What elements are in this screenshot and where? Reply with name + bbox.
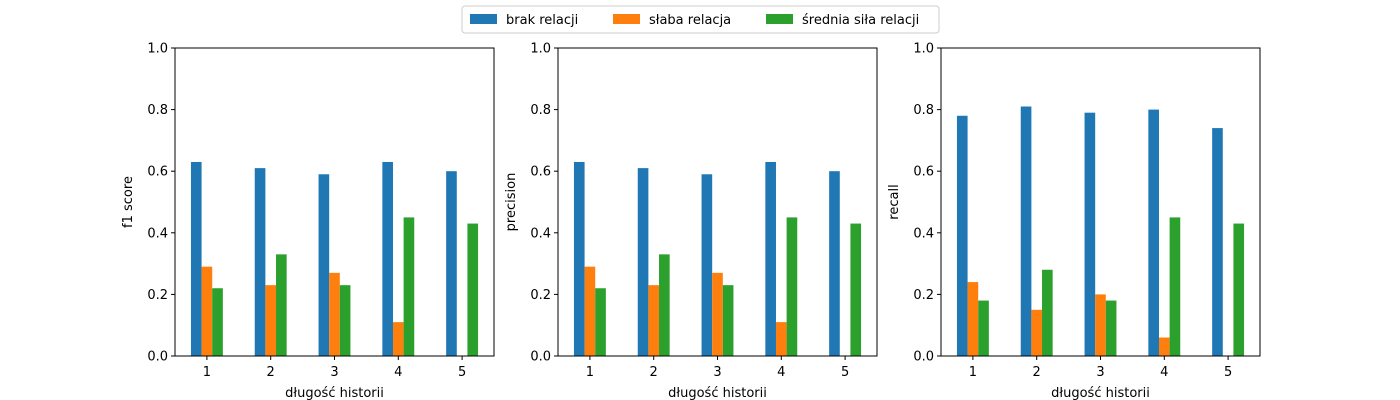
bar-słaba-relacja-3	[329, 272, 340, 356]
bar-brak-relacji-1	[956, 115, 968, 356]
x-tick-label: 4	[777, 365, 785, 380]
x-tick-label: 3	[1096, 365, 1104, 380]
legend-label: słaba relacja	[649, 13, 731, 28]
y-tick-label: 0.8	[913, 103, 934, 118]
x-tick-label: 2	[650, 365, 658, 380]
bar-słaba-relacja-4	[1158, 337, 1170, 356]
bar-średnia-siła-relacji-4	[403, 217, 415, 356]
bar-słaba-relacja-4	[775, 322, 787, 356]
legend: brak relacji słaba relacja średnia siła re…	[461, 5, 940, 34]
x-tick-label: 2	[1033, 365, 1041, 380]
legend-label: średnia siła relacji	[802, 13, 919, 28]
bar-średnia-siła-relacji-1	[595, 288, 606, 356]
y-tick-label: 1.0	[147, 42, 168, 57]
bar-średnia-siła-relacji-4	[1169, 217, 1181, 356]
bar-brak-relacji-1	[190, 161, 202, 356]
x-tick-label: 4	[394, 365, 402, 380]
bar-słaba-relacja-2	[265, 285, 277, 356]
bar-średnia-siła-relacji-1	[212, 288, 223, 356]
legend-frame	[461, 5, 940, 34]
x-tick-label: 5	[458, 365, 466, 380]
bar-brak-relacji-5	[829, 171, 840, 356]
bar-średnia-siła-relacji-5	[850, 223, 862, 356]
y-tick-label: 0.4	[913, 226, 934, 241]
bar-brak-relacji-3	[1084, 112, 1096, 357]
x-axis-label: długość historii	[1051, 386, 1150, 400]
x-tick-label: 5	[841, 365, 849, 380]
x-tick-label: 2	[267, 365, 275, 380]
x-tick-label: 3	[713, 365, 721, 380]
chart-panel-2: 0.0 0.2 0.4 0.6 0.8 1.0 1 2 3 4 5 długość historii p…	[504, 42, 878, 400]
y-tick-label: 0.6	[530, 165, 551, 180]
y-tick-label: 1.0	[913, 42, 934, 57]
y-axis-label: f1 score	[121, 176, 136, 228]
x-axis-label: długość historii	[668, 386, 767, 400]
legend-swatch	[470, 14, 497, 24]
y-tick-label: 0.2	[530, 288, 551, 303]
bar-brak-relacji-4	[382, 161, 393, 356]
y-tick-label: 1.0	[530, 42, 551, 57]
x-tick-label: 1	[969, 365, 977, 380]
y-axis-label: recall	[887, 184, 902, 219]
y-tick-label: 0.2	[913, 288, 934, 303]
bar-brak-relacji-2	[637, 168, 649, 356]
bar-słaba-relacja-1	[584, 266, 596, 356]
legend-swatch	[613, 14, 640, 24]
bar-słaba-relacja-3	[712, 272, 723, 356]
bar-średnia-siła-relacji-3	[339, 285, 351, 356]
bar-słaba-relacja-1	[201, 266, 213, 356]
bar-średnia-siła-relacji-1	[978, 300, 989, 356]
bar-brak-relacji-2	[1020, 106, 1032, 357]
x-axis-label: długość historii	[285, 386, 384, 400]
bar-słaba-relacja-3	[1095, 294, 1106, 356]
x-tick-label: 1	[586, 365, 594, 380]
chart-panel-3: 0.0 0.2 0.4 0.6 0.8 1.0 1 2 3 4 5 długość historii r…	[887, 42, 1261, 400]
bar-brak-relacji-3	[318, 174, 330, 356]
bar-średnia-siła-relacji-5	[1233, 223, 1245, 356]
y-tick-label: 0.0	[913, 350, 934, 365]
bar-słaba-relacja-1	[967, 282, 979, 356]
bar-średnia-siła-relacji-3	[1105, 300, 1117, 356]
bar-średnia-siła-relacji-2	[276, 254, 287, 356]
y-tick-label: 0.4	[530, 226, 551, 241]
y-tick-label: 0.4	[147, 226, 168, 241]
bar-brak-relacji-5	[1212, 128, 1223, 356]
legend-swatch	[766, 14, 793, 24]
y-tick-label: 0.0	[530, 350, 551, 365]
bar-słaba-relacja-4	[392, 322, 404, 356]
bar-brak-relacji-2	[254, 168, 266, 356]
bar-brak-relacji-5	[446, 171, 457, 356]
bar-średnia-siła-relacji-3	[722, 285, 734, 356]
bar-średnia-siła-relacji-2	[1042, 269, 1053, 356]
y-tick-label: 0.8	[147, 103, 168, 118]
x-tick-label: 4	[1160, 365, 1168, 380]
bar-brak-relacji-4	[765, 161, 776, 356]
y-axis-label: precision	[504, 173, 519, 232]
bar-brak-relacji-1	[573, 161, 585, 356]
y-tick-label: 0.8	[530, 103, 551, 118]
chart-panel-1: 0.0 0.2 0.4 0.6 0.8 1.0 1 2 3 4 5 długość historii f…	[121, 42, 495, 400]
bar-średnia-siła-relacji-5	[467, 223, 479, 356]
x-tick-label: 1	[203, 365, 211, 380]
y-tick-label: 0.2	[147, 288, 168, 303]
bar-słaba-relacja-2	[1031, 309, 1043, 356]
legend-label: brak relacji	[506, 13, 578, 28]
y-tick-label: 0.6	[147, 165, 168, 180]
bar-średnia-siła-relacji-4	[786, 217, 798, 356]
x-tick-label: 5	[1224, 365, 1232, 380]
bar-słaba-relacja-2	[648, 285, 660, 356]
x-tick-label: 3	[330, 365, 338, 380]
y-tick-label: 0.6	[913, 165, 934, 180]
chart-panels: 0.0 0.2 0.4 0.6 0.8 1.0 1 2 3 4 5 długość historii f…	[121, 42, 1261, 400]
y-tick-label: 0.0	[147, 350, 168, 365]
bar-brak-relacji-3	[701, 174, 713, 356]
bar-brak-relacji-4	[1148, 109, 1159, 356]
bar-średnia-siła-relacji-2	[659, 254, 670, 356]
